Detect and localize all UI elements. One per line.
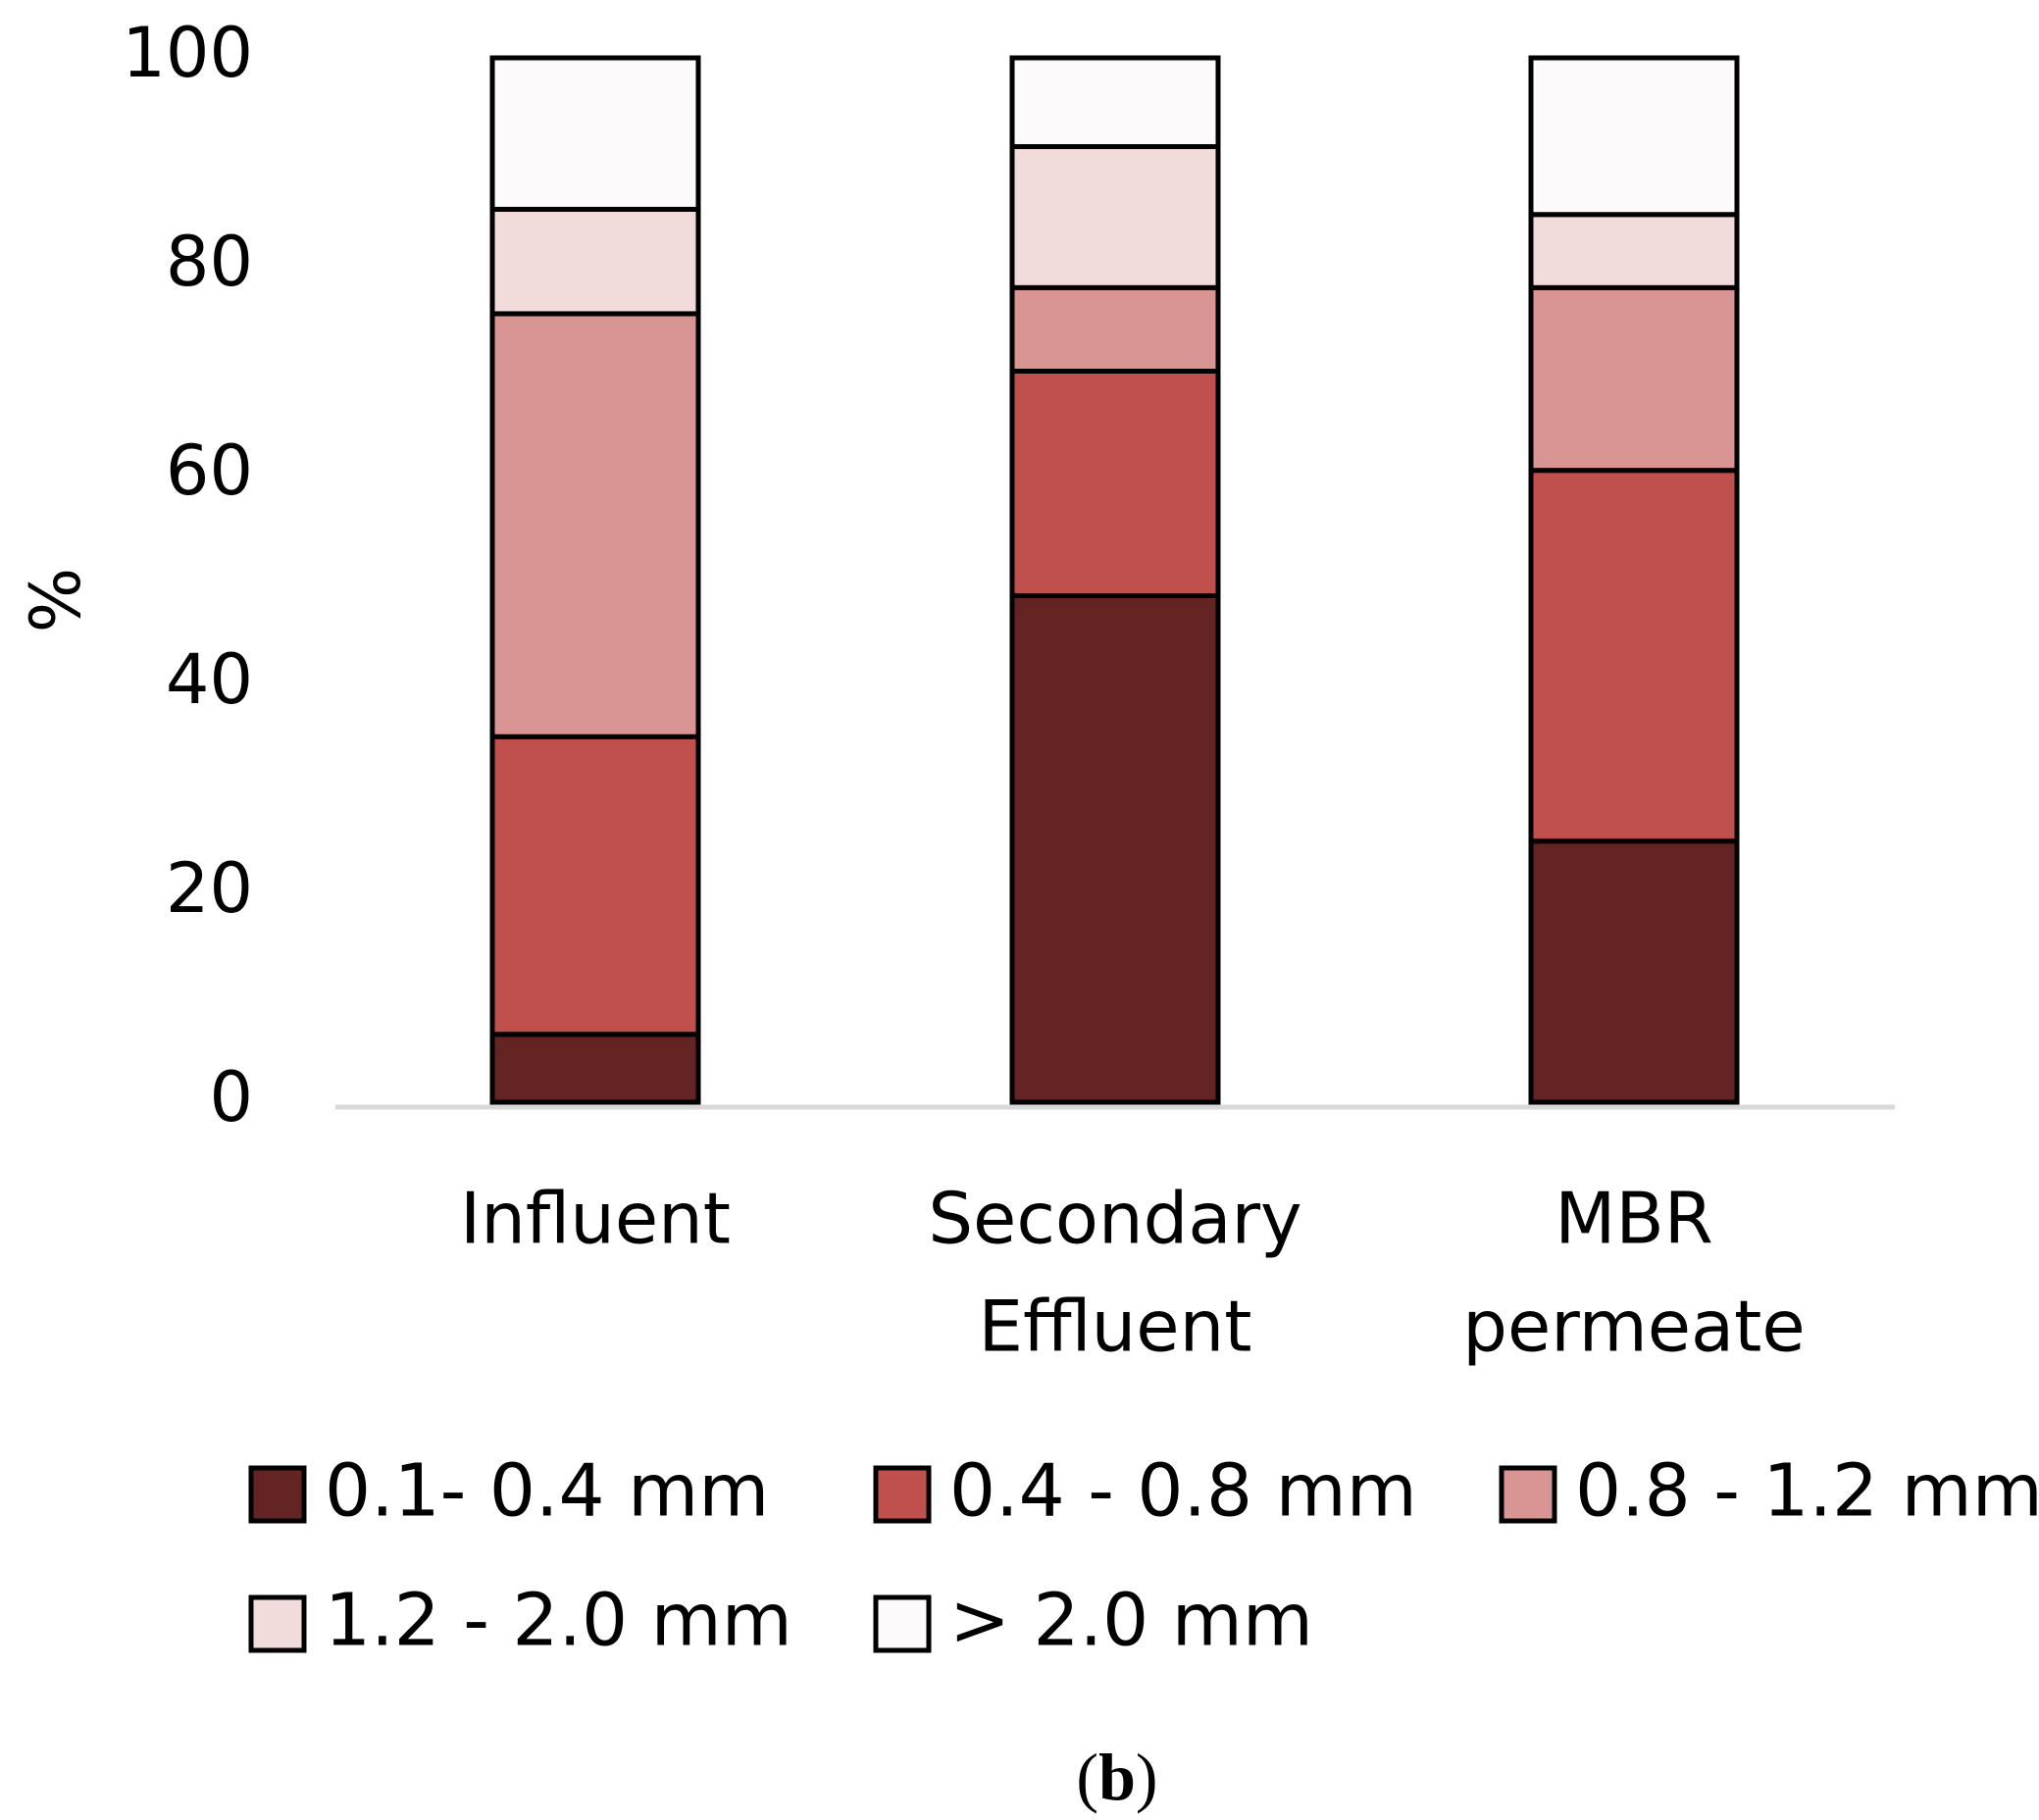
bar-segment xyxy=(489,733,701,1037)
bar-segment xyxy=(1528,55,1740,218)
bar-stack xyxy=(1528,55,1740,1105)
bar-segment xyxy=(1528,284,1740,474)
bar-segment xyxy=(489,1032,701,1105)
legend: 0.1- 0.4 mm 0.4 - 0.8 mm 0.8 - 1.2 mm 1.2 -… xyxy=(248,1449,2039,1663)
bar-stack xyxy=(489,55,701,1105)
bar-segment xyxy=(1009,592,1221,1105)
y-axis-label: % xyxy=(16,568,96,633)
legend-swatch xyxy=(873,1465,932,1524)
legend-label: 0.4 - 0.8 mm xyxy=(949,1449,1417,1534)
caption-open-paren: ( xyxy=(1076,1740,1098,1814)
legend-swatch xyxy=(248,1594,307,1653)
y-tick-label: 0 xyxy=(209,1057,253,1138)
bar-segment xyxy=(1528,468,1740,844)
bar-segment xyxy=(1009,284,1221,374)
y-axis: 0 20 40 60 80 100 xyxy=(122,13,253,1138)
bar-segment xyxy=(1528,838,1740,1105)
figure-caption: (b) xyxy=(1076,1740,1157,1814)
y-tick-label: 60 xyxy=(166,430,253,511)
category-label: permeate xyxy=(1462,1286,1805,1368)
legend-label: 0.1- 0.4 mm xyxy=(325,1449,769,1534)
category-label: Effluent xyxy=(979,1286,1252,1368)
bar-segment xyxy=(1009,55,1221,150)
legend-item: 0.4 - 0.8 mm xyxy=(873,1449,1417,1534)
legend-item: 1.2 - 2.0 mm xyxy=(248,1579,792,1663)
bar-segment xyxy=(1009,369,1221,598)
legend-item: > 2.0 mm xyxy=(873,1579,1313,1663)
legend-swatch xyxy=(248,1465,307,1524)
bar-segment xyxy=(489,206,701,317)
legend-swatch xyxy=(1499,1465,1557,1524)
bar-stack xyxy=(1009,55,1221,1105)
category-label: Secondary xyxy=(928,1178,1301,1260)
bar-segment xyxy=(1009,144,1221,290)
caption-letter: b xyxy=(1098,1740,1136,1814)
legend-label: > 2.0 mm xyxy=(949,1579,1313,1663)
legend-item: 0.8 - 1.2 mm xyxy=(1499,1449,2039,1534)
bar-segment xyxy=(489,311,701,739)
legend-item: 0.1- 0.4 mm xyxy=(248,1449,769,1534)
caption-close-paren: ) xyxy=(1136,1740,1158,1814)
bar-segment xyxy=(489,55,701,212)
bar-stacks xyxy=(489,55,1740,1105)
category-label: MBR xyxy=(1555,1178,1713,1260)
y-tick-label: 20 xyxy=(166,848,253,929)
category-label: Influent xyxy=(460,1178,731,1260)
y-tick-label: 100 xyxy=(122,13,253,93)
y-tick-label: 40 xyxy=(166,639,253,720)
bar-segment xyxy=(1528,212,1740,290)
category-labels: Influent Secondary Effluent MBR permeate xyxy=(460,1178,1806,1368)
legend-label: 0.8 - 1.2 mm xyxy=(1575,1449,2039,1534)
y-tick-label: 80 xyxy=(166,222,253,302)
legend-swatch xyxy=(873,1594,932,1653)
legend-label: 1.2 - 2.0 mm xyxy=(325,1579,792,1663)
